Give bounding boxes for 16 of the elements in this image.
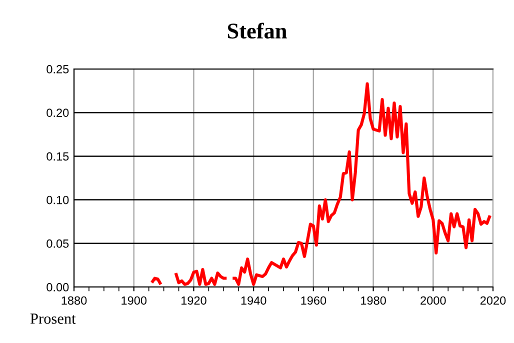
- x-tick-label: 1940: [241, 296, 266, 305]
- x-tick-label: 1880: [62, 296, 87, 305]
- x-tick-label: 1920: [181, 296, 206, 305]
- x-tick-label: 2000: [420, 296, 446, 305]
- x-tick-label: 2020: [480, 296, 506, 305]
- y-tick-label: 0.05: [46, 239, 69, 248]
- x-tick-label: 1900: [122, 296, 147, 305]
- y-tick-label: 0.25: [46, 65, 69, 74]
- x-tick-label: 1980: [361, 296, 386, 305]
- y-tick-label: 0.10: [46, 196, 69, 204]
- x-tick-label: 1960: [301, 296, 326, 305]
- y-tick-label: 0.15: [46, 152, 69, 161]
- y-tick-label: 0.00: [46, 283, 69, 292]
- text: Prosent: [30, 314, 76, 324]
- chart-title: Stefan: [228, 22, 287, 39]
- y-tick-label: 0.20: [46, 108, 69, 117]
